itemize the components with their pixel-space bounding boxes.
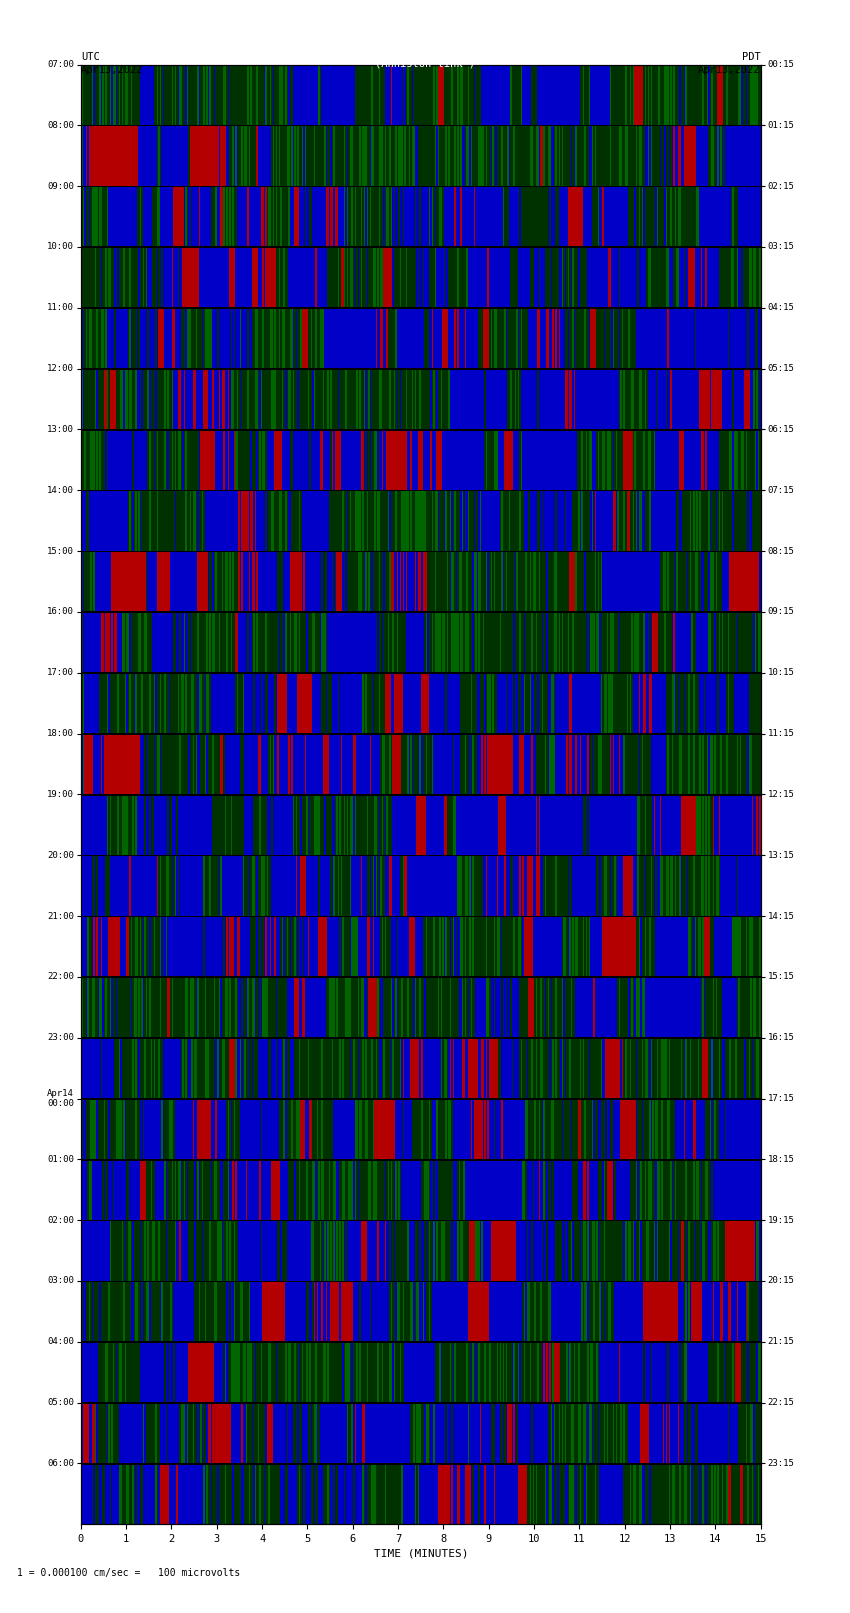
Text: Apr13,2022: Apr13,2022 xyxy=(81,65,144,74)
X-axis label: TIME (MINUTES): TIME (MINUTES) xyxy=(373,1548,468,1558)
Text: Apr13,2022: Apr13,2022 xyxy=(698,65,761,74)
Text: PDT: PDT xyxy=(742,52,761,61)
Text: LHE E:2 NC: LHE E:2 NC xyxy=(391,45,459,55)
Text: UTC: UTC xyxy=(81,52,99,61)
Text: (Anniston link ): (Anniston link ) xyxy=(375,58,475,68)
Text: 1 = 0.000100 cm/sec =   100 microvolts: 1 = 0.000100 cm/sec = 100 microvolts xyxy=(17,1568,241,1578)
Text: LHE E:2 NC: LHE E:2 NC xyxy=(387,55,455,65)
